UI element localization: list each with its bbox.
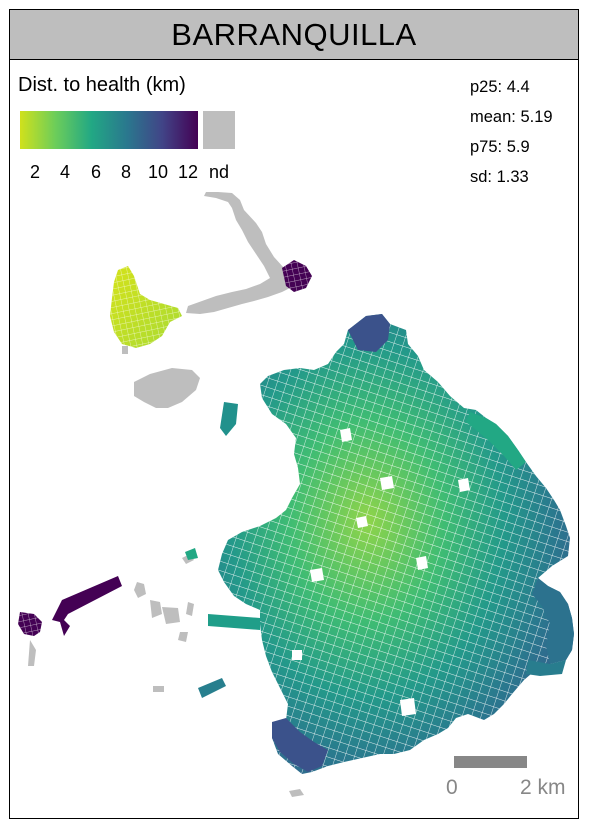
region-southeast — [526, 660, 566, 676]
legend-tick-label: 6 — [90, 162, 102, 182]
title-bar: BARRANQUILLA — [10, 10, 578, 60]
region-far-west-settlement-blocks — [18, 612, 42, 636]
nodata-small — [122, 346, 128, 354]
stats-panel: p25: 4.4 mean: 5.19 p75: 5.9 sd: 1.33 — [470, 72, 553, 192]
map-title: BARRANQUILLA — [171, 16, 417, 52]
scale-bar — [454, 756, 527, 768]
region-south-dark — [272, 718, 328, 772]
legend-title: Dist. to health (km) — [18, 74, 186, 96]
city-holes — [292, 428, 470, 716]
stat-p75: p75: 5.9 — [470, 138, 530, 156]
legend-tick-label: 8 — [120, 162, 132, 182]
legend-tick-label: 2 — [29, 162, 41, 182]
region-far-west-purple — [52, 576, 122, 636]
legend-colorbar — [20, 111, 198, 149]
scale-label-start: 0 — [446, 776, 458, 799]
legend-tick-label: 10 — [147, 162, 169, 182]
stat-mean: mean: 5.19 — [470, 108, 553, 126]
legend-nodata-swatch — [203, 111, 235, 149]
legend-tick-label: 4 — [59, 162, 71, 182]
region-main-city-blocks — [218, 314, 574, 774]
region-patch — [220, 402, 238, 436]
scale-label-end: 2 km — [520, 776, 566, 799]
map-frame: BARRANQUILLA Dist. to health (km) 2 4 6 … — [9, 9, 579, 819]
nodata-areas — [28, 192, 304, 797]
stat-sd: sd: 1.33 — [470, 168, 529, 186]
region-patch — [185, 548, 198, 560]
region-patch — [208, 614, 260, 630]
region-patch — [198, 678, 226, 698]
choropleth-map — [18, 192, 574, 797]
legend-tick-label: 12 — [177, 162, 199, 182]
region-west-yellow-blocks — [110, 266, 182, 348]
stat-p25: p25: 4.4 — [470, 78, 530, 96]
region-east-dark — [532, 578, 574, 664]
region-north-dark — [348, 314, 390, 352]
legend-nodata-label: nd — [208, 162, 230, 182]
region-spit-tip-blocks — [282, 260, 312, 292]
region-east-strip — [466, 412, 526, 470]
